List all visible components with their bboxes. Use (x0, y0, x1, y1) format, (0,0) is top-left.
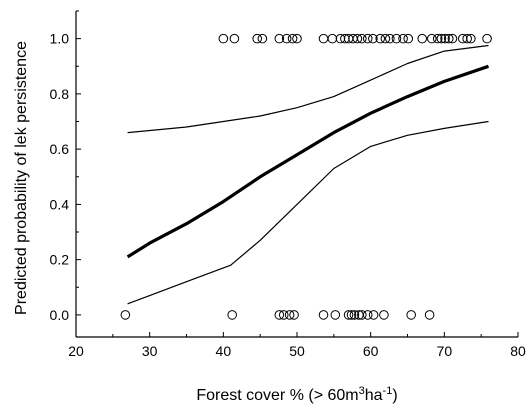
data-point (368, 33, 378, 44)
data-point (368, 310, 379, 320)
data-point (398, 33, 408, 44)
data-point (447, 33, 458, 44)
y-tick-label: 0.6 (50, 141, 70, 157)
data-point (327, 33, 338, 44)
data-point (482, 33, 492, 44)
data-point (284, 310, 295, 320)
data-point (362, 310, 373, 320)
data-point (318, 33, 329, 44)
data-point (436, 33, 447, 44)
y-axis: 0.0 0.2 0.4 0.6 0.8 1.0 (50, 10, 81, 323)
data-point (385, 33, 395, 44)
data-point (274, 310, 285, 320)
x-tick-label: 20 (68, 343, 84, 359)
data-point (318, 310, 329, 320)
x-tick-label: 60 (363, 343, 379, 359)
y-tick-label: 0.4 (50, 196, 70, 212)
data-point (281, 33, 292, 44)
data-point (227, 310, 237, 320)
data-point (424, 310, 435, 320)
y-axis-title: Predicted probability of lek persistence (13, 41, 30, 315)
data-point (375, 33, 386, 44)
lower-ci-line (127, 120, 489, 305)
data-point (120, 310, 131, 320)
data-point (432, 33, 443, 44)
y-tick-label: 0.0 (50, 307, 70, 323)
data-point (379, 310, 389, 320)
prediction-line (126, 64, 490, 259)
data-point (403, 33, 414, 44)
data-point (274, 33, 285, 44)
y-tick-label: 1.0 (50, 31, 70, 47)
data-point (252, 33, 263, 44)
data-point (466, 33, 476, 44)
data-point (218, 33, 229, 44)
data-point (357, 33, 367, 44)
y-tick-label: 0.8 (50, 86, 70, 102)
series-layer (120, 33, 492, 320)
data-point (289, 310, 299, 320)
x-tick-label: 80 (510, 343, 526, 359)
data-point (346, 310, 357, 320)
data-point (330, 310, 341, 320)
data-point (357, 310, 367, 320)
data-point (287, 33, 298, 44)
upper-ci-line (127, 44, 489, 134)
data-point (257, 33, 268, 44)
x-tick-label: 30 (142, 343, 158, 359)
data-point (427, 33, 437, 44)
x-tick-label: 40 (216, 343, 232, 359)
plot-area (75, 11, 518, 338)
x-axis: 20 30 40 50 60 70 80 (68, 332, 526, 359)
data-point (278, 310, 289, 320)
data-point (406, 310, 416, 320)
data-point (343, 310, 354, 320)
data-point (417, 33, 428, 44)
data-point (292, 33, 302, 44)
data-point (349, 310, 360, 320)
data-point (229, 33, 240, 44)
y-tick-label: 0.2 (50, 252, 70, 268)
x-tick-label: 70 (437, 343, 453, 359)
x-axis-title: Forest cover % (> 60m3ha-1) (196, 385, 397, 404)
data-point (362, 33, 373, 44)
data-point (380, 33, 391, 44)
data-point (443, 33, 454, 44)
data-point (462, 33, 472, 44)
data-point (391, 33, 402, 44)
x-tick-label: 50 (289, 343, 305, 359)
data-point (440, 33, 450, 44)
data-point (352, 33, 363, 44)
